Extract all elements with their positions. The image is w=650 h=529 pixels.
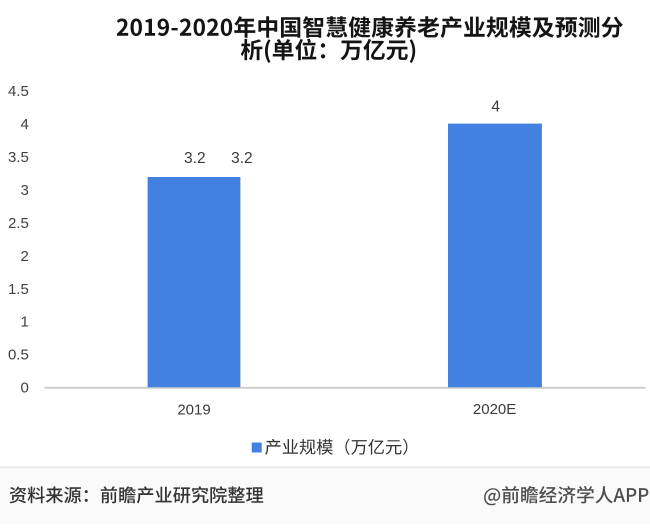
svg-text:0.5: 0.5 <box>8 347 29 364</box>
svg-text:4: 4 <box>491 98 500 115</box>
svg-text:2020E: 2020E <box>473 401 516 418</box>
svg-text:1: 1 <box>20 314 28 331</box>
svg-text:3.2: 3.2 <box>184 150 206 167</box>
svg-text:1.5: 1.5 <box>8 281 29 298</box>
svg-text:2: 2 <box>20 248 28 265</box>
svg-text:4.5: 4.5 <box>8 83 29 100</box>
svg-text:3: 3 <box>20 182 28 199</box>
svg-text:3.2: 3.2 <box>231 150 253 167</box>
svg-text:2019: 2019 <box>177 401 210 418</box>
svg-text:2.5: 2.5 <box>8 215 29 232</box>
svg-text:0: 0 <box>20 380 28 397</box>
svg-text:3.5: 3.5 <box>8 149 29 166</box>
svg-text:4: 4 <box>20 116 28 133</box>
